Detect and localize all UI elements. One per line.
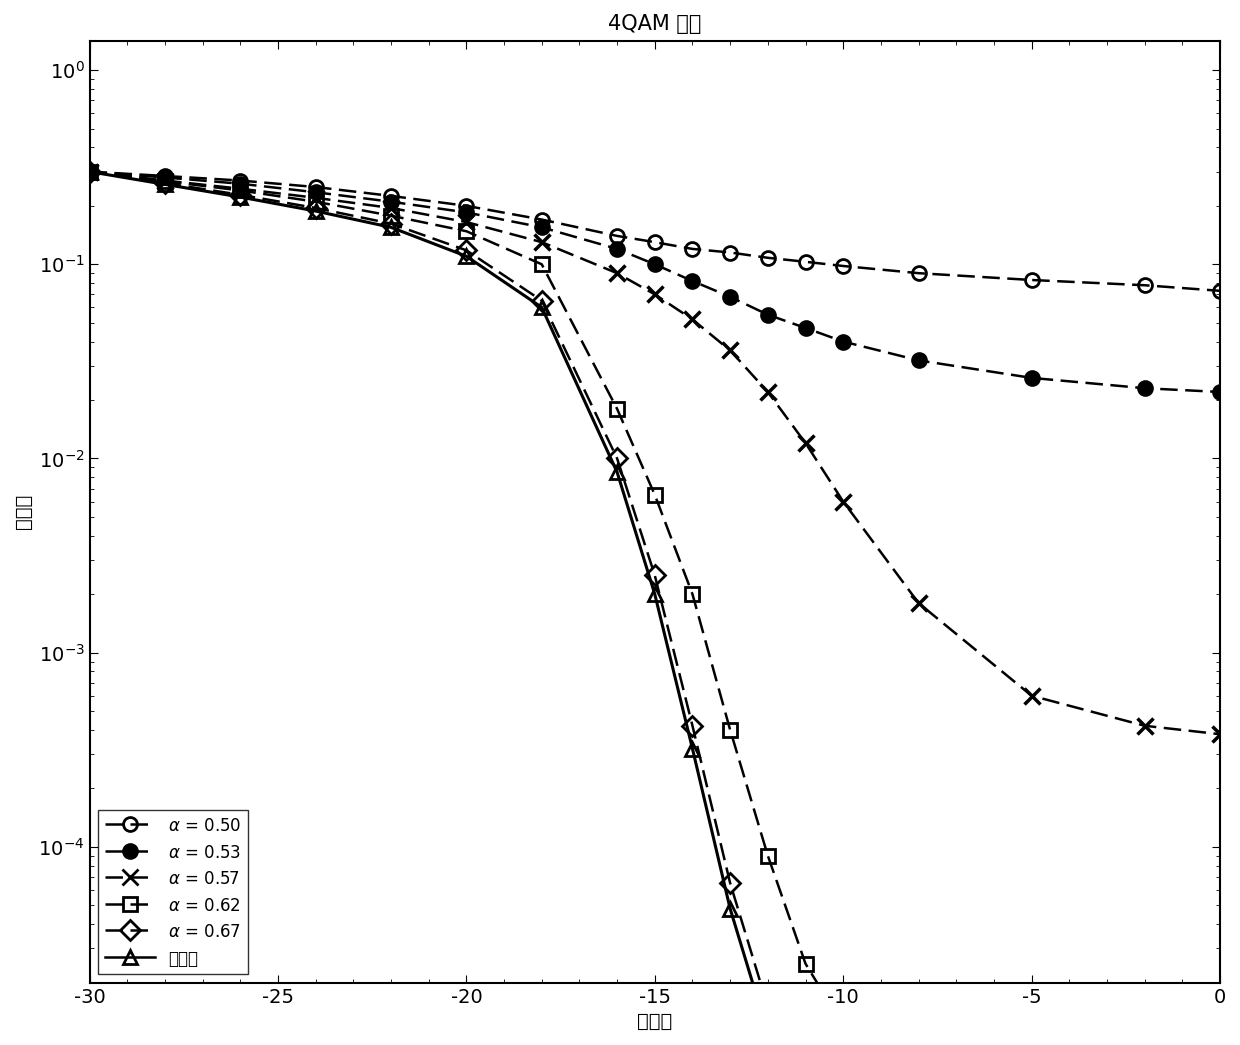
X-axis label: 信噪比: 信噪比 — [637, 1013, 672, 1031]
Legend: $\alpha$ = 0.50, $\alpha$ = 0.53, $\alpha$ = 0.57, $\alpha$ = 0.62, $\alpha$ = 0: $\alpha$ = 0.50, $\alpha$ = 0.53, $\alph… — [98, 810, 248, 974]
Y-axis label: 误码率: 误码率 — [14, 494, 33, 530]
Title: 4QAM 调制: 4QAM 调制 — [608, 14, 702, 33]
